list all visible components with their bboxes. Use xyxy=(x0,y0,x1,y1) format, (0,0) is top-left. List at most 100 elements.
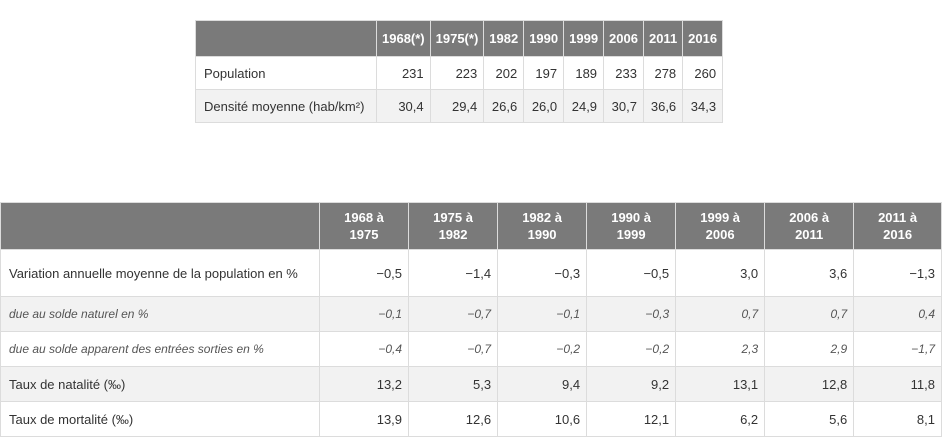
period-to: 2011 xyxy=(795,227,824,242)
table-cell: 0,4 xyxy=(853,296,942,332)
year-header: 2011 xyxy=(642,20,684,57)
table-row: due au solde apparent des entrées sortie… xyxy=(0,331,942,367)
table-cell: 3,0 xyxy=(675,249,766,297)
period-from: 2006 à xyxy=(789,210,830,225)
table-cell: −1,7 xyxy=(853,331,942,367)
period-to: 2016 xyxy=(883,227,913,242)
table-cell: 30,7 xyxy=(603,89,644,123)
table-cell: 10,6 xyxy=(497,401,588,437)
header-blank-cell xyxy=(0,202,320,250)
period-to: 1990 xyxy=(527,227,557,242)
period-from: 1982 à xyxy=(522,210,562,225)
period-to: 1975 xyxy=(349,227,379,242)
table-cell: 36,6 xyxy=(642,89,684,123)
header-blank-cell xyxy=(195,20,377,57)
row-label: Population xyxy=(195,56,377,90)
table-cell: −1,4 xyxy=(408,249,499,297)
row-label: Taux de mortalité (‰) xyxy=(0,401,320,437)
table-cell: −0,1 xyxy=(497,296,588,332)
table-cell: −0,3 xyxy=(586,296,677,332)
table-cell: 5,6 xyxy=(764,401,855,437)
table-cell: 26,0 xyxy=(523,89,565,123)
table-row: Population 231 223 202 197 189 233 278 2… xyxy=(195,56,724,90)
table-cell: 0,7 xyxy=(675,296,766,332)
year-header: 1982 xyxy=(483,20,525,57)
row-label: due au solde naturel en % xyxy=(0,296,320,332)
year-header: 1999 xyxy=(563,20,605,57)
table-cell: 189 xyxy=(563,56,605,90)
period-to: 2006 xyxy=(705,227,735,242)
table-cell: −0,3 xyxy=(497,249,588,297)
table-cell: 2,3 xyxy=(675,331,766,367)
table-cell: 2,9 xyxy=(764,331,855,367)
table-cell: 34,3 xyxy=(682,89,724,123)
period-from: 1999 à xyxy=(700,210,741,225)
table-cell: 6,2 xyxy=(675,401,766,437)
table-cell: 202 xyxy=(483,56,525,90)
table-cell: 9,4 xyxy=(497,366,588,402)
table-cell: −0,5 xyxy=(318,249,410,297)
period-header: 1999 à 2006 xyxy=(675,202,766,250)
table-cell: 197 xyxy=(523,56,565,90)
period-header: 1968 à 1975 xyxy=(318,202,410,250)
period-header: 1982 à 1990 xyxy=(497,202,588,250)
period-header: 1990 à 1999 xyxy=(586,202,677,250)
table-cell: −0,2 xyxy=(586,331,677,367)
table-row: due au solde naturel en % −0,1 −0,7 −0,1… xyxy=(0,296,942,332)
table-cell: 11,8 xyxy=(853,366,942,402)
table-cell: 30,4 xyxy=(376,89,431,123)
year-header: 1975(*) xyxy=(429,20,485,57)
row-label: due au solde apparent des entrées sortie… xyxy=(0,331,320,367)
table-cell: 12,1 xyxy=(586,401,677,437)
table-cell: 12,8 xyxy=(764,366,855,402)
row-label: Taux de natalité (‰) xyxy=(0,366,320,402)
table-cell: 26,6 xyxy=(483,89,525,123)
table-cell: 3,6 xyxy=(764,249,855,297)
table-cell: 233 xyxy=(603,56,644,90)
header-row: 1968(*) 1975(*) 1982 1990 1999 2006 2011… xyxy=(195,20,724,57)
table-cell: −0,7 xyxy=(408,296,499,332)
period-header: 2011 à 2016 xyxy=(853,202,942,250)
table-row: Taux de mortalité (‰) 13,9 12,6 10,6 12,… xyxy=(0,401,942,437)
table-cell: 231 xyxy=(376,56,431,90)
table-cell: −0,4 xyxy=(318,331,410,367)
table-cell: 13,9 xyxy=(318,401,410,437)
period-header: 1975 à 1982 xyxy=(408,202,499,250)
table-cell: 13,2 xyxy=(318,366,410,402)
row-label: Variation annuelle moyenne de la populat… xyxy=(0,249,320,297)
table-cell: 9,2 xyxy=(586,366,677,402)
table-cell: 5,3 xyxy=(408,366,499,402)
table-cell: 260 xyxy=(682,56,724,90)
table-cell: 0,7 xyxy=(764,296,855,332)
year-header: 2006 xyxy=(603,20,644,57)
period-header: 2006 à 2011 xyxy=(764,202,855,250)
table-cell: 278 xyxy=(642,56,684,90)
period-to: 1982 xyxy=(438,227,468,242)
year-header: 1990 xyxy=(523,20,565,57)
table-cell: −0,7 xyxy=(408,331,499,367)
table-row: Variation annuelle moyenne de la populat… xyxy=(0,249,942,297)
row-label: Densité moyenne (hab/km²) xyxy=(195,89,377,123)
table-cell: 29,4 xyxy=(429,89,485,123)
table-cell: −1,3 xyxy=(853,249,942,297)
period-from: 1990 à xyxy=(611,210,651,225)
table-cell: −0,1 xyxy=(318,296,410,332)
table-cell: 13,1 xyxy=(675,366,766,402)
year-header: 2016 xyxy=(682,20,724,57)
table-cell: 8,1 xyxy=(853,401,942,437)
period-from: 1975 à xyxy=(433,210,473,225)
table-cell: 223 xyxy=(429,56,485,90)
population-table: 1968(*) 1975(*) 1982 1990 1999 2006 2011… xyxy=(195,20,724,123)
table-row: Densité moyenne (hab/km²) 30,4 29,4 26,6… xyxy=(195,89,724,123)
period-from: 2011 à xyxy=(878,210,918,225)
table-row: Taux de natalité (‰) 13,2 5,3 9,4 9,2 13… xyxy=(0,366,942,402)
table-cell: 12,6 xyxy=(408,401,499,437)
period-to: 1999 xyxy=(616,227,646,242)
table-cell: 24,9 xyxy=(563,89,605,123)
table-cell: −0,5 xyxy=(586,249,677,297)
table-cell: −0,2 xyxy=(497,331,588,367)
period-from: 1968 à xyxy=(344,210,384,225)
year-header: 1968(*) xyxy=(376,20,431,57)
